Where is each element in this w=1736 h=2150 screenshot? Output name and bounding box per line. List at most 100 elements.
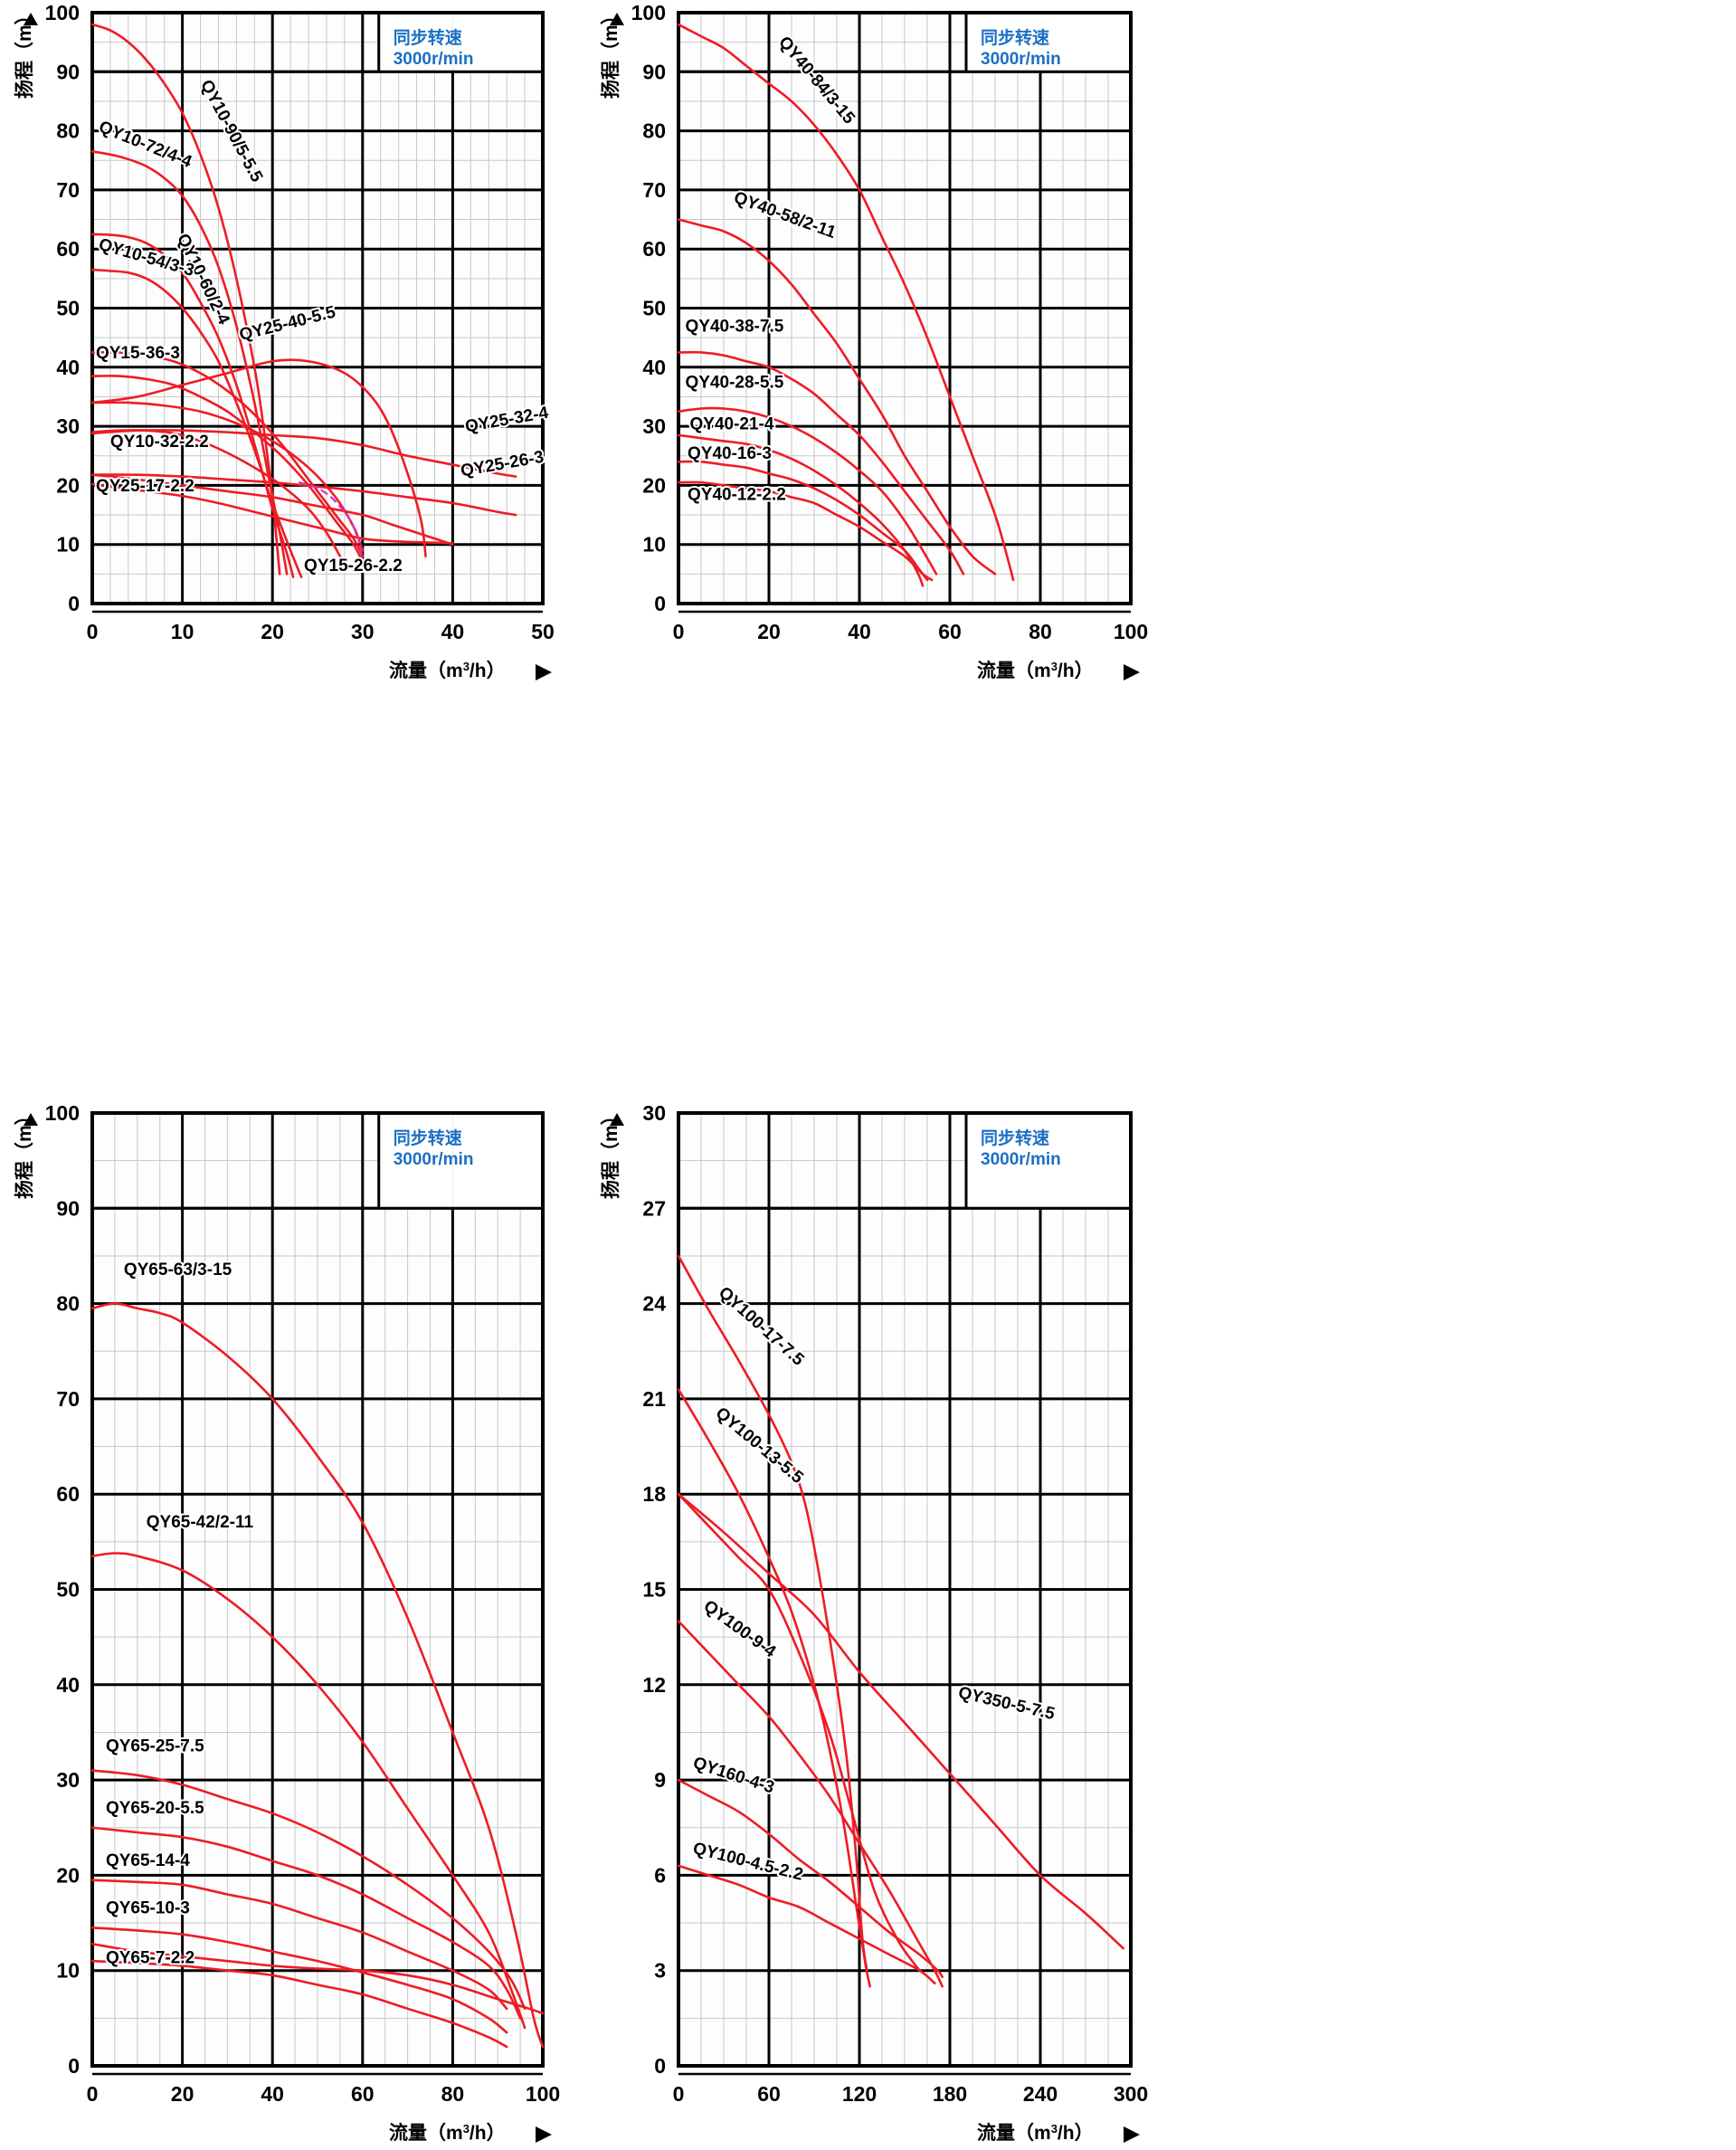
curve-QY65-10-3 [90,1926,508,2034]
x-tick-label: 60 [757,2082,781,2106]
x-tick-labels-4: 0 60 120 180 240 300 [673,2072,1148,2106]
curve-QY65-7-2.2 [90,1942,545,2015]
x-tick-label: 80 [441,2082,465,2106]
grid-4 [677,1111,1133,2068]
y-tick-label: 24 [642,1292,666,1316]
curve-QY15-36-3 [90,350,365,558]
curve-QY65-14-4 [90,1879,508,2011]
y-tick-label: 30 [56,414,80,438]
x-tick-label: 100 [526,2082,560,2106]
svg-text:同步转速: 同步转速 [394,27,462,48]
y-tick-label: 60 [642,237,666,261]
curve-label-QY65-10-3: QY65-10-3 [106,1899,190,1918]
y-tick-label: 20 [56,1863,80,1887]
y-tick-label: 50 [56,297,80,320]
y-tick-label: 50 [56,1578,80,1602]
curve-QY65-7-2.2b [90,1959,508,2049]
chart-panel-qy100: 扬程（m） 0 3 6 9 12 15 18 21 24 27 30 0 60 120 180 240 300… [579,1077,1736,2150]
y-tick-labels-2: 0 10 20 30 40 50 60 70 80 90 100 [631,1,666,615]
x-tick-labels-3: 0 20 40 60 80 100 [87,2072,560,2106]
y-tick-label: 0 [68,2054,80,2078]
curve-QY40-12-2.2 [677,480,934,582]
plot-area-2: 扬程（m） 0 10 20 30 40 50 60 70 80 90 100 0 20 40 60 80 10… [579,0,1736,688]
x-tick-label: 20 [261,620,284,643]
curves-3 [90,1302,545,2049]
x-axis-arrow-icon-4 [1124,2126,1140,2143]
plot-area-4: 扬程（m） 0 3 6 9 12 15 18 21 24 27 30 0 60 120 180 240 300… [579,1077,1736,2150]
curve-label-QY40-16-3: QY40-16-3 [688,444,772,463]
curve-QY65-20-5.5 [90,1826,522,2020]
curves-2 [677,23,1015,587]
svg-text:3000r/min: 3000r/min [394,1150,474,1169]
curve-QY10-60/2-4 [90,233,295,578]
note-box-1: 同步转速 3000r/min [394,27,474,69]
curve-label-QY15-36-3: QY15-36-3 [96,344,180,363]
curve-QY65-42/2-11 [90,1552,526,2030]
x-tick-label: 50 [531,620,555,643]
curve-labels-3: QY65-63/3-15 QY65-42/2-11 QY65-25-7.5 QY65-… [104,1259,256,1969]
y-tick-label: 60 [56,1482,80,1506]
curve-label-QY25-17-2.2: QY25-17-2.2 [96,477,194,496]
y-tick-label: 70 [56,178,80,202]
curve-QY65-25-7.5 [90,1769,526,2011]
x-tick-label: 120 [842,2082,877,2106]
x-tick-label: 60 [938,620,962,643]
y-tick-label: 20 [642,473,666,497]
x-axis-title-3: 流量（m3/h） [389,2122,552,2145]
curve-QY100-13-5.5 [677,1388,871,1988]
curve-QY40-16-3 [677,460,929,582]
curve-QY40-84/3-15 [677,23,1015,582]
y-tick-label: 30 [642,1101,666,1125]
x-tick-label: 40 [261,2082,284,2106]
svg-text:流量（m3/h）: 流量（m3/h） [389,2122,506,2145]
curve-label-QY40-21-4: QY40-21-4 [690,414,774,433]
y-tick-label: 10 [56,533,80,557]
svg-text:流量（m3/h）: 流量（m3/h） [977,660,1094,682]
curve-label-QY65-7-2.2: QY65-7-2.2 [106,1948,194,1967]
y-tick-label: 80 [56,1292,80,1316]
y-tick-label: 90 [56,60,80,83]
y-tick-label: 40 [56,356,80,379]
y-tick-label: 15 [642,1578,666,1602]
curve-QY65-63/3-15 [90,1302,545,2049]
curve-QY40-58/2-11 [677,218,997,576]
x-axis-title-2: 流量（m3/h） [977,660,1140,682]
y-tick-label: 18 [642,1482,666,1506]
y-tick-label: 100 [45,1101,80,1125]
y-tick-label: 10 [642,533,666,557]
y-axis-arrow-icon-4 [610,1113,624,1126]
chart-panel-qy65: 扬程（m） 0 10 20 30 40 50 60 70 80 90 100 0 20 40 60 80 10… [0,1077,868,2150]
y-tick-label: 50 [642,297,666,320]
x-tick-label: 0 [87,620,99,643]
y-axis-arrow-icon-2 [610,13,624,25]
curve-QY40-38-7.5 [677,350,965,576]
x-tick-label: 180 [933,2082,967,2106]
x-tick-label: 40 [441,620,465,643]
y-tick-label: 27 [642,1196,666,1220]
x-tick-label: 100 [1114,620,1148,643]
svg-text:3000r/min: 3000r/min [981,50,1061,69]
curve-QY25-32-4 [90,429,517,478]
y-tick-label: 80 [642,119,666,143]
y-tick-labels-1: 0 10 20 30 40 50 60 70 80 90 100 [45,1,80,615]
svg-text:3000r/min: 3000r/min [394,50,474,69]
curve-QY100-17-7.5 [677,1254,868,1972]
curve-label-QY40-38-7.5: QY40-38-7.5 [686,318,784,337]
x-axis-arrow-icon-2 [1124,664,1140,680]
y-tick-label: 60 [56,237,80,261]
y-tick-label: 100 [631,1,666,24]
y-tick-label: 0 [654,2054,666,2078]
curves-4 [677,1254,1124,1988]
x-tick-label: 60 [351,2082,375,2106]
curve-QY15-36-3b [90,375,365,564]
svg-text:同步转速: 同步转速 [981,27,1049,48]
chart-panel-qy40: 扬程（m） 0 10 20 30 40 50 60 70 80 90 100 0 20 40 60 80 10… [579,0,1736,688]
curve-label-QY40-28-5.5: QY40-28-5.5 [686,374,784,393]
y-tick-labels-4: 0 3 6 9 12 15 18 21 24 27 30 [642,1101,666,2078]
y-tick-label: 10 [56,1959,80,1983]
curve-QY350-5-7.5 [677,1492,1124,1950]
note-box-3: 同步转速 3000r/min [394,1127,474,1169]
y-tick-label: 90 [56,1196,80,1220]
